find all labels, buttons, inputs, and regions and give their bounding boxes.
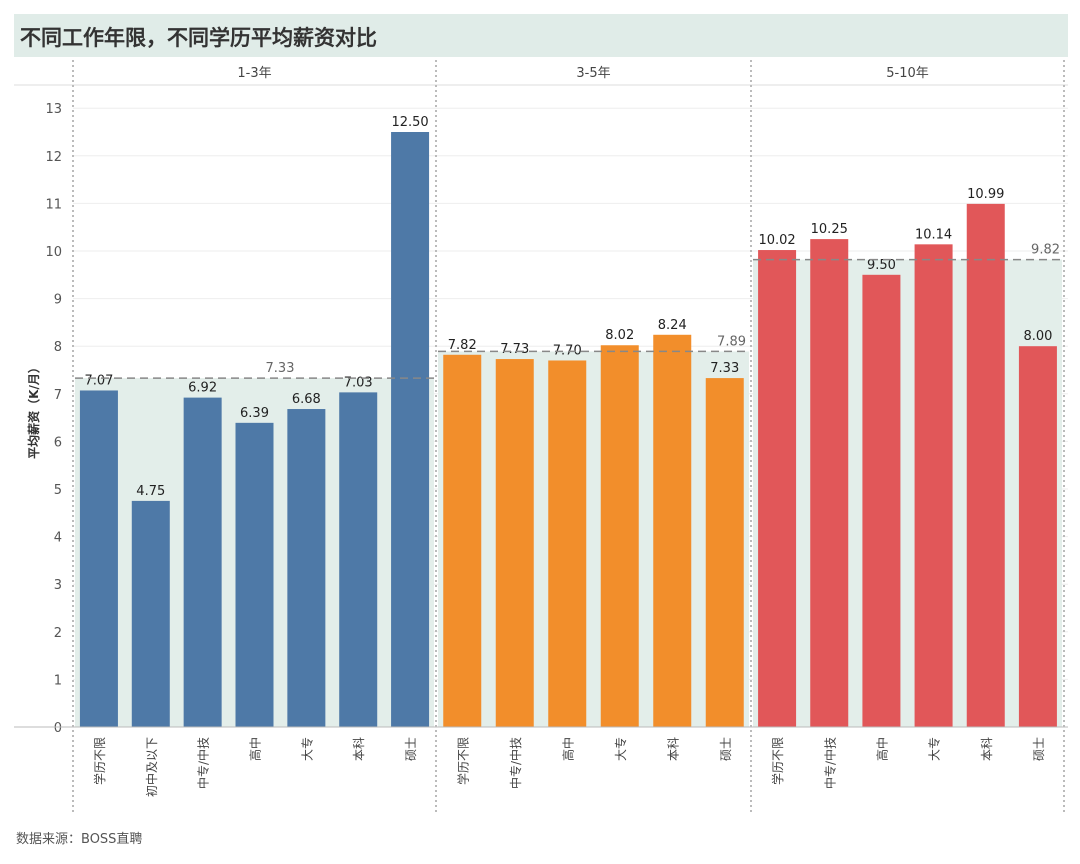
bar xyxy=(79,390,118,727)
data-label: 10.14 xyxy=(915,227,952,242)
y-tick-label: 12 xyxy=(45,150,62,165)
data-label: 7.70 xyxy=(553,343,582,358)
y-tick-label: 10 xyxy=(45,245,62,260)
category-label: 大专 xyxy=(927,737,942,761)
data-label: 7.07 xyxy=(84,373,113,388)
panel-header: 3-5年 xyxy=(576,66,610,81)
category-label: 高中 xyxy=(874,737,889,761)
category-label: 中专/中技 xyxy=(822,737,837,789)
y-tick-label: 3 xyxy=(54,578,62,593)
average-band xyxy=(753,259,1062,727)
bar xyxy=(966,203,1005,728)
bar xyxy=(600,345,639,727)
category-label: 大专 xyxy=(613,737,628,761)
average-label: 7.33 xyxy=(266,361,295,376)
category-label: 本科 xyxy=(980,737,994,761)
category-label: 本科 xyxy=(666,737,680,761)
data-label: 7.33 xyxy=(710,361,739,376)
y-tick-label: 4 xyxy=(54,531,62,546)
panel-header: 5-10年 xyxy=(886,66,929,81)
data-label: 9.50 xyxy=(867,258,896,273)
bar xyxy=(339,392,378,727)
panel-header: 1-3年 xyxy=(237,66,271,81)
bar xyxy=(443,354,482,727)
bar xyxy=(391,132,430,727)
data-label: 7.03 xyxy=(344,375,373,390)
y-tick-label: 5 xyxy=(54,483,62,498)
y-tick-label: 0 xyxy=(54,721,62,736)
title-bar: 不同工作年限，不同学历平均薪资对比 xyxy=(14,14,1068,57)
y-tick-label: 9 xyxy=(54,293,62,308)
bar xyxy=(862,274,901,727)
bar xyxy=(1018,346,1057,727)
y-tick-label: 2 xyxy=(54,626,62,641)
category-label: 中专/中技 xyxy=(196,737,211,789)
data-source: 数据来源：BOSS直聘 xyxy=(16,832,143,847)
category-label: 学历不限 xyxy=(770,737,785,785)
category-label: 硕士 xyxy=(719,737,733,761)
data-label: 10.25 xyxy=(811,222,848,237)
chart-title: 不同工作年限，不同学历平均薪资对比 xyxy=(20,26,377,50)
average-label: 9.82 xyxy=(1031,243,1060,258)
y-tick-label: 6 xyxy=(54,435,62,450)
category-label: 学历不限 xyxy=(92,737,107,785)
y-tick-label: 7 xyxy=(54,388,62,403)
bar xyxy=(131,500,170,727)
data-label: 8.00 xyxy=(1023,329,1052,344)
bar xyxy=(705,378,744,727)
bar xyxy=(495,359,534,727)
data-label: 12.50 xyxy=(391,115,428,130)
data-label: 6.39 xyxy=(240,406,269,421)
category-label: 大专 xyxy=(299,737,314,761)
category-label: 硕士 xyxy=(404,737,418,761)
category-label: 学历不限 xyxy=(455,737,470,785)
y-tick-label: 1 xyxy=(54,673,62,688)
data-label: 7.73 xyxy=(500,342,529,357)
data-label: 10.99 xyxy=(967,187,1004,202)
data-label: 10.02 xyxy=(758,233,795,248)
data-label: 6.68 xyxy=(292,392,321,407)
data-label: 7.82 xyxy=(448,338,477,353)
category-label: 初中及以下 xyxy=(144,737,159,797)
y-tick-label: 11 xyxy=(45,197,62,212)
data-label: 4.75 xyxy=(136,484,165,499)
category-label: 本科 xyxy=(352,737,366,761)
bar xyxy=(287,409,326,727)
data-label: 8.02 xyxy=(605,328,634,343)
bar xyxy=(183,397,222,727)
y-tick-label: 8 xyxy=(54,340,62,355)
category-label: 中专/中技 xyxy=(508,737,523,789)
bar xyxy=(653,334,692,727)
category-label: 高中 xyxy=(248,737,263,761)
y-axis-label: 平均薪资（K/月） xyxy=(26,361,41,459)
bar xyxy=(235,422,274,727)
category-label: 高中 xyxy=(560,737,575,761)
bar xyxy=(914,244,953,727)
average-label: 7.89 xyxy=(717,334,746,349)
average-band xyxy=(438,351,749,727)
y-tick-label: 13 xyxy=(45,102,62,117)
data-label: 6.92 xyxy=(188,381,217,396)
category-label: 硕士 xyxy=(1032,737,1046,761)
bar xyxy=(548,360,587,727)
bar xyxy=(758,250,797,727)
bar xyxy=(810,239,849,727)
data-label: 8.24 xyxy=(658,318,687,333)
